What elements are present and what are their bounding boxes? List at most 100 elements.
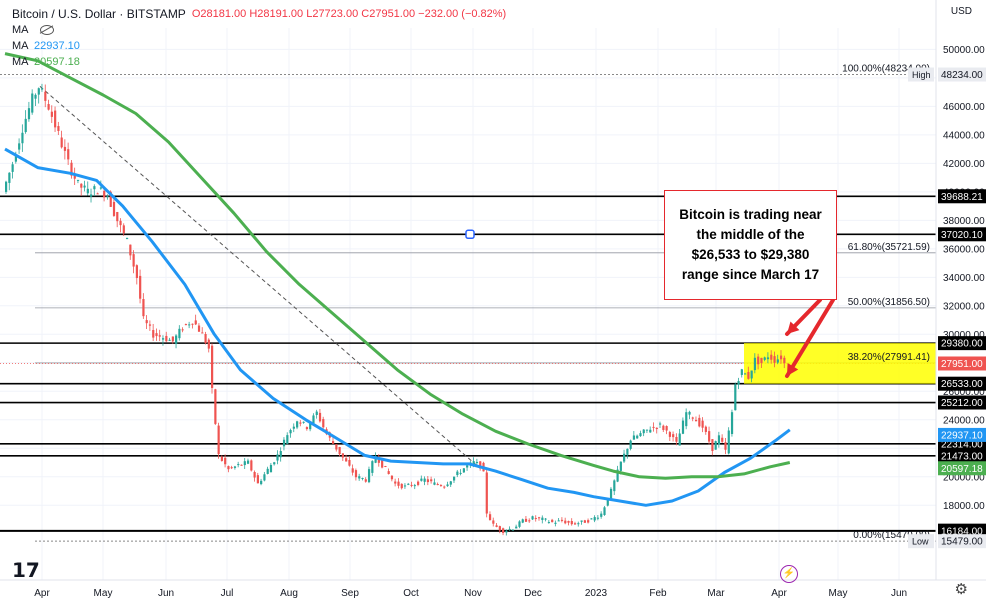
candle-down [488, 514, 492, 521]
candle-up [505, 530, 508, 533]
candle-up [776, 359, 779, 363]
candle-up [645, 429, 649, 431]
y-tick-label: 38000.00 [943, 216, 985, 227]
axis-badge-text: 15479.00 [941, 537, 983, 548]
y-tick-label: 50000.00 [943, 45, 985, 56]
candle-up [737, 381, 740, 385]
x-tick-label: Apr [771, 588, 787, 599]
candle-up [642, 429, 645, 434]
candle-down [662, 425, 665, 430]
axis-tag [908, 534, 934, 549]
candle-down [197, 325, 201, 332]
candle-down [779, 355, 783, 360]
candle-down [573, 523, 577, 525]
candle-up [243, 461, 246, 466]
candle-down [410, 484, 413, 486]
hidden-eye-icon[interactable] [40, 25, 54, 35]
candle-up [518, 521, 521, 527]
horizontal-levels [0, 74, 936, 542]
candle-up [407, 483, 410, 485]
candle-down [165, 335, 168, 342]
time-axis[interactable]: Apr May Jun Jul Aug Sep Oct Nov Dec 2023 Feb Mar Apr… [0, 579, 986, 599]
candle-down [119, 220, 122, 226]
events-bolt-icon[interactable]: ⚡ [780, 565, 798, 583]
candle-up [125, 238, 129, 240]
candle-up [462, 468, 465, 473]
candle-down [253, 472, 256, 478]
price-axis[interactable]: 50000.0048000.0046000.0044000.0042000.00… [908, 0, 986, 606]
candle-up [508, 528, 511, 530]
level-badge-text: 21473.00 [941, 451, 983, 462]
level-badge-text: 37020.10 [941, 230, 983, 241]
candle-up [613, 480, 616, 492]
candles [5, 83, 786, 536]
candle-down [335, 444, 338, 450]
axis-badge-text: 22937.10 [941, 430, 983, 441]
candle-up [296, 421, 299, 428]
candle-up [315, 411, 318, 415]
candle-up [459, 472, 462, 474]
candle-down [250, 460, 253, 471]
tradingview-logo-icon[interactable]: 𝟭𝟳 [12, 560, 40, 582]
candle-down [50, 111, 53, 117]
x-tick-label: Sep [341, 588, 359, 599]
candle-down [338, 447, 341, 455]
candle-up [590, 518, 593, 520]
candle-down [760, 357, 763, 364]
candle-up [449, 481, 452, 485]
candle-down [54, 110, 57, 128]
candle-down [230, 467, 233, 469]
candle-up [600, 513, 603, 517]
candle-up [27, 108, 31, 120]
candle-down [387, 471, 390, 475]
ma-row-3[interactable]: MA 20597.18 [12, 54, 506, 70]
candle-down [240, 464, 243, 466]
y-tick-label: 26000.00 [943, 387, 985, 398]
candle-up [515, 526, 518, 529]
candle-up [632, 435, 636, 440]
candle-up [269, 464, 273, 473]
candle-down [155, 333, 158, 337]
candle-down [698, 417, 701, 427]
low-value: L27723.00 [306, 8, 359, 20]
ma-row-1[interactable]: MA [12, 22, 506, 38]
candle-up [717, 435, 721, 445]
candle-up [260, 480, 263, 485]
change-value: −232.00 (−0.82%) [418, 8, 507, 20]
axis-badge [938, 534, 986, 549]
candle-up [433, 482, 436, 485]
symbol-title[interactable]: Bitcoin / U.S. Dollar · BITSTAMP [12, 7, 186, 21]
candle-down [528, 520, 531, 522]
level-badge [938, 227, 986, 242]
axis-tag-label: High [912, 70, 931, 80]
candle-up [266, 468, 269, 474]
candle-down [665, 426, 668, 431]
currency-selector[interactable]: USD [950, 6, 972, 17]
candle-up [623, 453, 626, 462]
ma-value: 20597.18 [34, 56, 80, 68]
y-tick-label: 32000.00 [943, 301, 985, 312]
y-tick-label: 36000.00 [943, 244, 985, 255]
candle-down [207, 339, 210, 349]
candle-up [446, 484, 449, 487]
candle-up [685, 412, 688, 427]
level-badge [938, 189, 986, 204]
candle-down [364, 479, 367, 482]
candle-up [371, 461, 374, 473]
gear-icon[interactable]: ⚙ [954, 581, 968, 598]
candle-down [400, 483, 403, 489]
candle-up [413, 485, 416, 487]
candle-up [309, 423, 312, 430]
candle-down [73, 173, 76, 179]
candle-down [96, 193, 99, 195]
candle-down [704, 426, 707, 432]
axis-badge [938, 67, 986, 82]
candle-up [233, 466, 237, 468]
fib-label: 38.20%(27991.41) [848, 352, 930, 363]
candle-down [318, 412, 322, 422]
range-zone [744, 343, 936, 384]
candle-down [691, 417, 694, 419]
candle-down [354, 470, 358, 478]
ma-row-2[interactable]: MA 22937.10 [12, 38, 506, 54]
